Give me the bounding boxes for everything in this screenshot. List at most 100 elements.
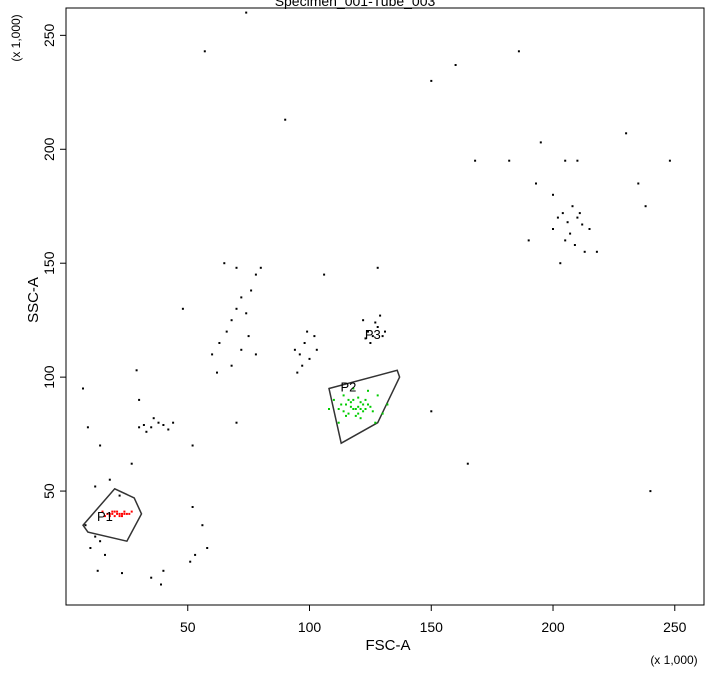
data-point	[625, 132, 628, 135]
data-point	[578, 212, 581, 215]
data-point	[588, 228, 591, 230]
data-point	[191, 506, 194, 508]
data-point	[254, 273, 257, 276]
data-point	[203, 50, 206, 53]
y-tick-label: 50	[41, 483, 57, 499]
data-point	[99, 444, 102, 447]
data-point	[84, 524, 87, 527]
data-point	[162, 424, 165, 426]
data-point	[125, 512, 128, 515]
data-point	[595, 250, 598, 253]
data-point	[130, 462, 133, 465]
data-point	[381, 335, 384, 338]
data-point	[108, 512, 111, 515]
data-point	[99, 540, 102, 543]
data-point	[218, 342, 221, 344]
data-point	[376, 266, 379, 269]
data-point	[364, 398, 367, 401]
data-point	[306, 330, 309, 333]
data-point	[571, 205, 574, 208]
gate-label: P3	[365, 327, 381, 342]
data-point	[556, 216, 559, 219]
data-point	[181, 307, 184, 310]
data-point	[466, 462, 469, 465]
y-tick-label: 250	[41, 23, 57, 47]
data-point	[104, 515, 106, 518]
data-point	[376, 326, 379, 328]
data-point	[367, 330, 369, 333]
data-point	[308, 357, 311, 360]
data-point	[150, 426, 153, 429]
data-point	[332, 398, 335, 401]
data-point	[225, 330, 228, 333]
data-point	[564, 239, 567, 242]
data-point	[142, 424, 145, 426]
data-point	[284, 118, 287, 121]
data-point	[649, 490, 652, 493]
data-point	[569, 232, 572, 235]
data-point	[357, 405, 360, 408]
plot-frame	[65, 7, 705, 606]
y-axis-label: SSC-A	[25, 277, 42, 323]
data-point	[145, 430, 148, 433]
data-point	[561, 212, 564, 215]
data-point	[535, 182, 537, 185]
data-point	[101, 510, 104, 513]
data-point	[527, 239, 530, 242]
data-point	[235, 421, 238, 424]
data-point	[259, 266, 262, 269]
data-point	[138, 398, 141, 401]
data-point	[508, 159, 511, 162]
chart-title: Specimen_001-Tube_003	[275, 0, 436, 9]
data-point	[130, 510, 133, 513]
data-point	[135, 369, 138, 372]
data-point	[430, 410, 433, 413]
data-point	[235, 266, 238, 269]
data-point	[342, 410, 345, 413]
x-tick-label: 50	[180, 619, 196, 635]
data-point	[121, 572, 123, 575]
data-point	[384, 330, 386, 333]
data-point	[128, 512, 131, 515]
data-point	[371, 410, 374, 413]
data-point	[121, 515, 123, 518]
gate-p1	[82, 487, 143, 543]
data-point	[211, 353, 214, 356]
data-point	[162, 569, 165, 572]
data-point	[454, 64, 457, 66]
data-point	[216, 371, 218, 374]
data-point	[364, 337, 367, 340]
data-point	[430, 79, 433, 82]
data-point	[359, 401, 362, 404]
data-point	[517, 50, 520, 53]
data-point	[254, 353, 257, 356]
data-point	[230, 364, 233, 367]
data-point	[323, 273, 326, 276]
data-point	[345, 403, 347, 406]
data-point	[108, 515, 111, 518]
data-point	[566, 221, 569, 224]
data-point	[296, 371, 299, 374]
data-point	[583, 250, 586, 253]
data-point	[376, 394, 379, 397]
data-point	[86, 426, 89, 429]
y-tick-label: 150	[41, 251, 57, 275]
data-point	[371, 335, 374, 338]
data-point	[223, 262, 226, 265]
data-point	[123, 512, 126, 515]
data-point	[301, 364, 304, 367]
data-point	[235, 307, 238, 310]
data-point	[315, 348, 318, 351]
data-point	[150, 576, 153, 579]
data-point	[111, 510, 114, 513]
data-point	[116, 512, 119, 515]
data-point	[89, 547, 92, 549]
data-point	[82, 387, 84, 390]
data-point	[247, 335, 250, 338]
data-point	[357, 396, 360, 399]
data-point	[359, 408, 362, 410]
data-point	[121, 512, 123, 515]
data-point	[354, 414, 357, 417]
data-point	[552, 228, 554, 230]
